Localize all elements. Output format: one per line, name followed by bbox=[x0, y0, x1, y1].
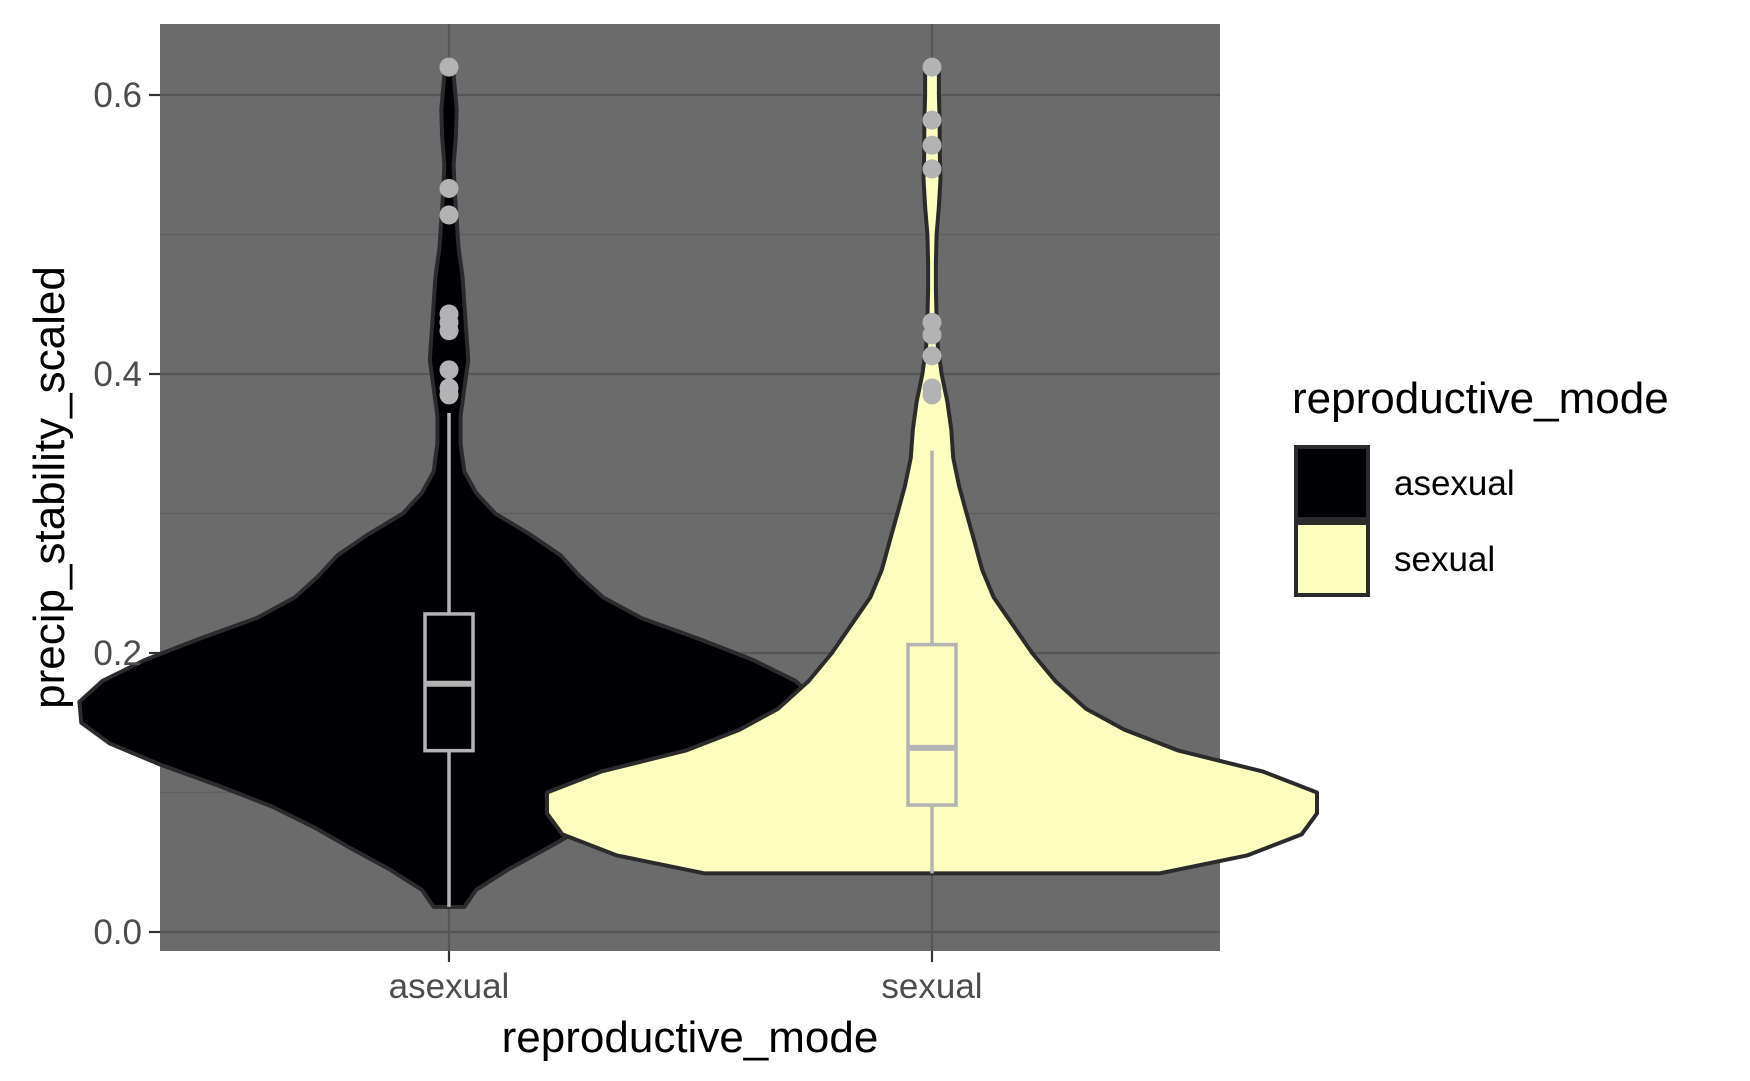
boxplot-asexual bbox=[423, 413, 475, 907]
legend-key-sexual bbox=[1294, 521, 1370, 597]
plot-panel bbox=[77, 24, 1319, 951]
outlier-point bbox=[439, 360, 459, 380]
legend-title: reproductive_mode bbox=[1292, 374, 1669, 423]
outlier-point bbox=[922, 378, 942, 398]
y-tick-label: 0.2 bbox=[93, 634, 142, 673]
y-tick-label: 0.6 bbox=[93, 76, 142, 115]
outlier-point bbox=[922, 135, 942, 155]
outlier-point bbox=[922, 346, 942, 366]
outlier-point bbox=[922, 110, 942, 130]
legend-key-asexual bbox=[1294, 445, 1370, 521]
legend-label-asexual: asexual bbox=[1394, 464, 1515, 503]
x-axis-title: reproductive_mode bbox=[502, 1013, 879, 1062]
outlier-point bbox=[922, 159, 942, 179]
x-tick-label: asexual bbox=[389, 967, 510, 1006]
outlier-point bbox=[439, 304, 459, 324]
outlier-point bbox=[439, 205, 459, 225]
outlier-point bbox=[439, 57, 459, 77]
outlier-point bbox=[439, 178, 459, 198]
legend: reproductive_mode asexual sexual bbox=[1292, 374, 1669, 597]
y-axis-title: precip_stability_scaled bbox=[25, 266, 74, 709]
box-iqr bbox=[906, 642, 958, 807]
y-tick-label: 0.0 bbox=[93, 913, 142, 952]
legend-label-sexual: sexual bbox=[1394, 540, 1495, 579]
outlier-point bbox=[922, 57, 942, 77]
outlier-point bbox=[922, 312, 942, 332]
boxplot-sexual bbox=[906, 450, 958, 874]
x-tick-label: sexual bbox=[881, 967, 982, 1006]
y-tick-label: 0.4 bbox=[93, 355, 142, 394]
y-axis: 0.0 0.2 0.4 0.6 bbox=[93, 76, 160, 952]
x-axis: asexual sexual bbox=[389, 951, 983, 1006]
outlier-point bbox=[439, 378, 459, 398]
